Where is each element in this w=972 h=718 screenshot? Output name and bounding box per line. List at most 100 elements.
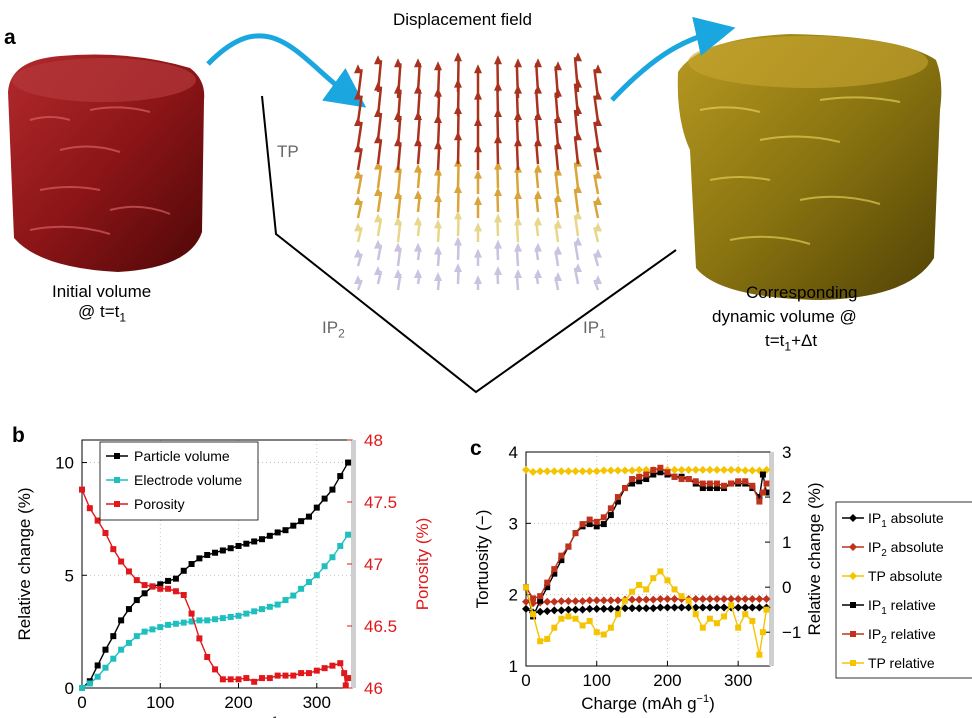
data-point — [670, 594, 679, 603]
data-point — [657, 568, 664, 575]
data-point — [551, 566, 558, 573]
field-arrow — [593, 69, 600, 99]
data-point — [721, 482, 728, 489]
field-arrow-head — [494, 160, 502, 170]
data-point — [219, 676, 226, 683]
legend-label-tail: absolute — [887, 510, 944, 526]
data-point — [172, 588, 179, 595]
y-tick-label-left: 5 — [65, 566, 74, 585]
data-point — [578, 597, 587, 606]
field-arrow — [534, 115, 540, 141]
data-point — [321, 495, 328, 502]
data-point — [720, 465, 729, 474]
x-axis-label: Charge (mAh g−1) — [150, 715, 284, 718]
data-point — [235, 612, 242, 619]
data-point — [564, 597, 573, 606]
field-arrow — [436, 145, 441, 171]
data-point — [558, 615, 565, 622]
data-point — [713, 480, 720, 487]
data-point — [522, 465, 530, 474]
field-arrow — [396, 89, 402, 123]
data-point — [337, 542, 344, 549]
data-point — [763, 489, 770, 496]
data-point — [614, 611, 621, 618]
data-point — [86, 680, 93, 687]
axis-label-ip1: IP1 — [583, 318, 606, 341]
data-point — [734, 465, 743, 474]
axis-label-tp: TP — [277, 142, 299, 161]
data-point — [579, 622, 586, 629]
field-arrow — [456, 136, 460, 165]
data-point — [110, 546, 117, 553]
data-point — [593, 629, 600, 636]
data-point — [586, 617, 593, 624]
data-point — [536, 607, 545, 616]
data-point — [621, 604, 630, 613]
data-point — [341, 670, 348, 677]
legend-label-tail: absolute — [887, 539, 944, 555]
field-arrow-head — [394, 58, 402, 68]
data-point — [664, 577, 671, 584]
data-point — [266, 532, 273, 539]
field-arrow — [376, 139, 383, 165]
data-point — [579, 521, 586, 528]
field-arrow — [573, 109, 580, 141]
data-point — [544, 635, 551, 642]
transition-arrow-left — [206, 33, 367, 108]
field-arrow — [496, 60, 500, 93]
field-arrow-head — [554, 272, 562, 281]
field-arrow-head — [354, 248, 362, 258]
data-point — [755, 603, 764, 612]
data-point — [599, 596, 608, 605]
field-arrow-head — [574, 210, 582, 220]
data-point — [329, 486, 336, 493]
data-point — [290, 672, 297, 679]
data-point — [243, 675, 250, 682]
field-arrow-head — [494, 55, 502, 65]
legend-marker — [114, 477, 120, 483]
data-point — [684, 465, 693, 474]
field-arrow-head — [554, 166, 562, 176]
data-point — [586, 521, 593, 528]
field-arrow — [573, 136, 580, 165]
field-arrow-head — [594, 275, 602, 284]
field-arrow — [456, 57, 460, 93]
data-point — [544, 579, 551, 586]
field-arrow — [515, 142, 520, 171]
field-arrow-head — [514, 242, 522, 252]
field-arrow — [573, 162, 580, 189]
field-arrow-head — [514, 269, 522, 278]
legend-box — [99, 441, 259, 521]
data-point — [586, 516, 593, 523]
data-point — [712, 465, 721, 474]
field-arrow-head — [414, 242, 422, 252]
displacement-field-arrows — [354, 52, 602, 291]
data-point — [741, 594, 750, 603]
data-point — [705, 603, 714, 612]
field-arrow — [396, 63, 402, 99]
data-point — [141, 590, 148, 597]
legend-label: TP relative — [868, 655, 935, 671]
data-point — [274, 672, 281, 679]
data-point — [157, 581, 164, 588]
data-point — [298, 670, 305, 677]
field-arrow-head — [554, 192, 562, 202]
x-tick-label: 200 — [224, 693, 252, 712]
y-tick-label-right: 48 — [364, 431, 383, 450]
data-point — [125, 568, 132, 575]
initial-volume-render — [8, 54, 205, 272]
data-point — [537, 597, 544, 604]
data-point — [698, 594, 707, 603]
data-point — [643, 471, 650, 478]
field-arrow — [416, 89, 422, 117]
field-arrow-head — [554, 245, 562, 255]
dynamic-volume-label-1: Corresponding — [746, 283, 858, 302]
data-point — [572, 530, 579, 537]
field-arrow-head — [514, 216, 522, 226]
data-point — [622, 485, 629, 492]
data-point — [699, 480, 706, 487]
field-arrow — [376, 112, 383, 141]
panel-a-illustration — [8, 16, 942, 394]
data-point — [522, 597, 530, 606]
data-point — [656, 594, 665, 603]
